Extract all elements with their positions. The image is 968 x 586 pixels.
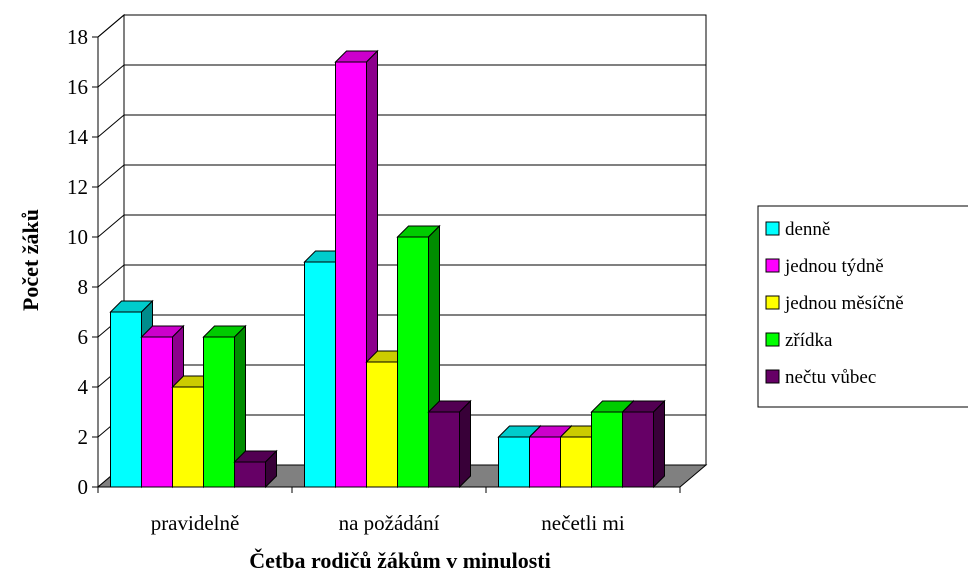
bar-front — [591, 411, 623, 488]
gridline — [97, 114, 706, 138]
gridline — [97, 64, 706, 88]
x-axis-title: Četba rodičů žákům v minulosti — [249, 548, 551, 573]
y-tick-label: 6 — [78, 325, 89, 349]
legend-label: nečtu vůbec — [785, 367, 876, 388]
bar-side — [265, 449, 277, 489]
legend-label: zřídka — [785, 330, 833, 351]
bar-front — [622, 411, 654, 488]
bar-front — [560, 436, 592, 488]
y-tick-label: 4 — [78, 375, 89, 399]
legend-swatch — [765, 221, 780, 236]
bar-front — [234, 461, 266, 488]
bar — [202, 324, 247, 489]
bar — [427, 399, 472, 489]
legend-box — [757, 205, 968, 408]
y-tick-labels: 0 2 4 6 8 10 12 14 16 18 — [67, 25, 98, 499]
gridline — [97, 264, 706, 288]
legend-label: jednou týdně — [784, 256, 884, 277]
legend-label: denně — [785, 219, 830, 240]
gridline — [97, 14, 706, 38]
bar-side — [459, 399, 471, 489]
y-tick-label: 16 — [67, 75, 88, 99]
x-tick-labels: pravidelně na požádání nečetli mi — [97, 487, 681, 535]
gridline — [97, 164, 706, 188]
y-tick-label: 18 — [67, 25, 88, 49]
y-axis-title: Počet žáků — [18, 209, 43, 311]
bar-front — [428, 411, 460, 488]
bar-front — [366, 361, 398, 488]
bar — [621, 399, 666, 489]
bar-front — [203, 336, 235, 488]
x-tick-label: nečetli mi — [541, 511, 625, 535]
y-tick-label: 14 — [67, 125, 89, 149]
bar-front — [335, 61, 367, 488]
gridline — [97, 214, 706, 238]
y-tick-label: 10 — [67, 225, 88, 249]
bar-front — [141, 336, 173, 488]
bar — [233, 449, 278, 489]
legend: denně jednou týdně jednou měsíčně zřídka neč… — [757, 205, 968, 408]
bar-front — [498, 436, 530, 488]
bars — [109, 49, 666, 489]
legend-label: jednou měsíčně — [784, 293, 904, 314]
legend-swatch — [765, 258, 780, 273]
x-tick-label: pravidelně — [151, 511, 240, 535]
legend-swatch — [765, 369, 780, 384]
y-tick-label: 0 — [78, 475, 89, 499]
bar-front — [110, 311, 142, 488]
bar-side — [653, 399, 665, 489]
y-tick-label: 8 — [78, 275, 89, 299]
x-tick-label: na požádání — [339, 511, 440, 535]
bar-front — [529, 436, 561, 488]
bar-front — [172, 386, 204, 488]
legend-swatch — [765, 295, 780, 310]
y-tick-label: 12 — [67, 175, 88, 199]
y-tick-label: 2 — [78, 425, 89, 449]
bar-front — [304, 261, 336, 488]
legend-swatch — [765, 332, 780, 347]
bar-front — [397, 236, 429, 488]
